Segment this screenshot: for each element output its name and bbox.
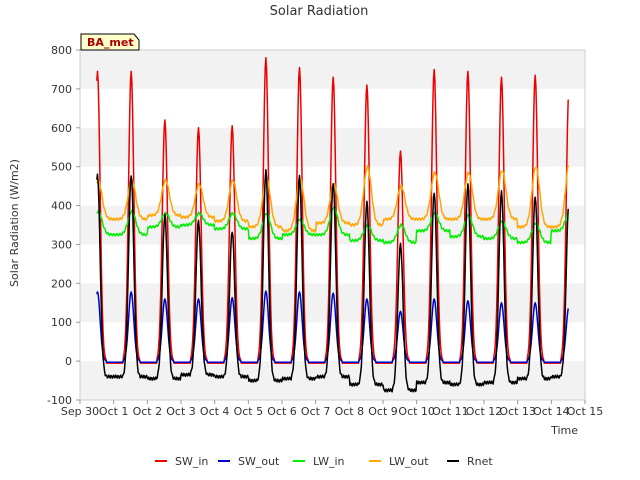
y-tick-label: 500: [51, 161, 72, 174]
y-tick-label: -100: [47, 394, 72, 407]
legend-label: SW_in: [175, 455, 208, 468]
y-axis: -100 0 100 200 300 400 500 600 700 800: [47, 44, 80, 407]
series-line-sw-out: [96, 290, 569, 364]
series-line-lw-in: [96, 206, 569, 245]
y-tick-label: 800: [51, 44, 72, 57]
y-tick-label: 200: [51, 277, 72, 290]
legend-label: SW_out: [238, 455, 280, 468]
x-tick-label: Oct 12: [466, 405, 503, 418]
x-tick-label: Oct 8: [335, 405, 365, 418]
chart-title: Solar Radiation: [270, 4, 369, 19]
grid-band: [80, 322, 585, 362]
legend-label: Rnet: [467, 455, 493, 468]
y-tick-label: 700: [51, 83, 72, 96]
x-tick-label: Oct 1: [99, 405, 129, 418]
x-tick-label: Oct 13: [499, 405, 536, 418]
y-tick-label: 600: [51, 122, 72, 135]
legend-label: LW_in: [313, 455, 345, 468]
y-tick-label: 300: [51, 238, 72, 251]
x-axis-label: Time: [550, 424, 578, 437]
series-line-rnet: [96, 169, 569, 393]
x-tick-label: Oct 14: [533, 405, 570, 418]
badge-shape: [80, 33, 140, 51]
x-tick-label: Oct 6: [267, 405, 297, 418]
series-line-sw-in: [96, 57, 569, 364]
x-tick-label: Oct 5: [234, 405, 264, 418]
x-tick-label: Oct 11: [432, 405, 469, 418]
x-axis: Sep 30 Oct 1 Oct 2 Oct 3 Oct 4 Oct 5 Oct 6 Oct …: [61, 400, 603, 418]
station-badge: BA_met: [80, 33, 140, 51]
y-tick-label: 400: [51, 200, 72, 213]
x-tick-label: Oct 9: [368, 405, 398, 418]
grid-band: [80, 244, 585, 284]
x-tick-label: Oct 2: [133, 405, 163, 418]
plot-frame: [79, 49, 586, 401]
y-tick-label: 100: [51, 316, 72, 329]
grid-band: [80, 127, 585, 167]
x-tick-label: Oct 4: [200, 405, 230, 418]
grid-band: [80, 283, 585, 323]
y-tick-label: 0: [65, 355, 72, 368]
x-tick-label: Oct 7: [301, 405, 331, 418]
x-tick-label: Oct 15: [567, 405, 604, 418]
grid-band: [80, 361, 585, 400]
x-tick-label: Sep 30: [61, 405, 99, 418]
x-tick-label: Oct 3: [166, 405, 196, 418]
x-tick-label: Oct 10: [398, 405, 435, 418]
badge-label: BA_met: [87, 36, 134, 49]
y-axis-label: Solar Radiation (W/m2): [8, 159, 21, 287]
legend: SW_in SW_out LW_in LW_out Rnet: [155, 455, 493, 468]
series-layer: [96, 57, 569, 393]
legend-label: LW_out: [389, 455, 429, 468]
